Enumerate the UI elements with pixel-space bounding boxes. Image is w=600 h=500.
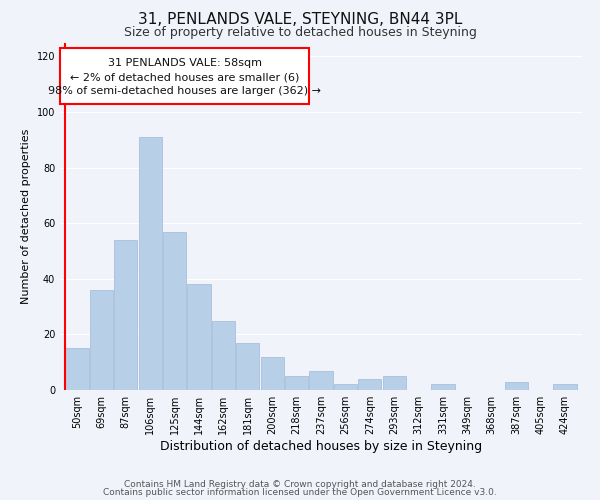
Bar (236, 342, 259, 390)
Text: 31, PENLANDS VALE, STEYNING, BN44 3PL: 31, PENLANDS VALE, STEYNING, BN44 3PL (138, 12, 462, 28)
Bar (260, 356, 284, 390)
Bar (90, 290, 113, 390)
Text: Size of property relative to detached houses in Steyning: Size of property relative to detached ho… (124, 26, 476, 39)
Text: 31 PENLANDS VALE: 58sqm: 31 PENLANDS VALE: 58sqm (107, 58, 262, 68)
Text: Contains public sector information licensed under the Open Government Licence v3: Contains public sector information licen… (103, 488, 497, 497)
X-axis label: Distribution of detached houses by size in Steyning: Distribution of detached houses by size … (160, 440, 482, 453)
Bar (310, 370, 332, 390)
Bar (358, 379, 382, 390)
Bar (553, 384, 577, 390)
Bar (285, 376, 308, 390)
Text: Contains HM Land Registry data © Crown copyright and database right 2024.: Contains HM Land Registry data © Crown c… (124, 480, 476, 489)
Bar (334, 384, 357, 390)
Bar (505, 382, 528, 390)
Bar (114, 240, 137, 390)
Bar (383, 376, 406, 390)
Bar (139, 137, 162, 390)
FancyBboxPatch shape (61, 48, 309, 104)
Bar (65, 348, 89, 390)
Bar (163, 232, 186, 390)
Bar (431, 384, 455, 390)
Bar (187, 284, 211, 390)
Y-axis label: Number of detached properties: Number of detached properties (21, 128, 31, 304)
Text: 98% of semi-detached houses are larger (362) →: 98% of semi-detached houses are larger (… (48, 86, 321, 96)
Text: ← 2% of detached houses are smaller (6): ← 2% of detached houses are smaller (6) (70, 72, 299, 82)
Bar (212, 320, 235, 390)
